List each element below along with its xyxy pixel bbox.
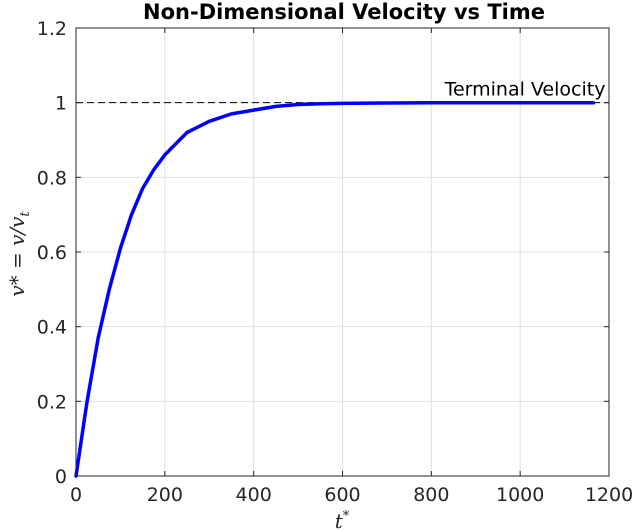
y-axis-label: v* = v/vt	[5, 211, 33, 297]
tick-labels: 0 200 400 600 800 1000 1200 0 0.2 0.4 0.6 0.8 1 1.2	[37, 18, 633, 506]
y-tick-label: 0	[55, 466, 67, 488]
x-tick-label: 800	[413, 484, 449, 506]
terminal-velocity-annotation: Terminal Velocity	[444, 79, 606, 101]
y-tick-label: 1	[55, 93, 67, 115]
x-axis-label-superscript: *	[343, 509, 350, 524]
axis-ticks	[75, 27, 610, 477]
x-tick-label: 1000	[496, 484, 544, 506]
y-tick-label: 1.2	[37, 18, 67, 40]
x-tick-label: 0	[70, 484, 82, 506]
x-tick-label: 600	[324, 484, 360, 506]
x-tick-label: 200	[147, 484, 183, 506]
y-axis-label-subscript: t	[18, 211, 33, 217]
chart-title: Non-Dimensional Velocity vs Time	[143, 0, 545, 24]
velocity-curve	[74, 100, 596, 478]
y-tick-label: 0.6	[37, 242, 67, 264]
x-tick-label: 1200	[585, 484, 633, 506]
y-tick-label: 0.2	[37, 391, 67, 413]
x-axis-label: t*	[335, 509, 350, 532]
x-tick-label: 400	[236, 484, 272, 506]
y-tick-label: 0.4	[37, 317, 67, 339]
y-tick-label: 0.8	[37, 167, 67, 189]
plot-area	[74, 100, 609, 478]
